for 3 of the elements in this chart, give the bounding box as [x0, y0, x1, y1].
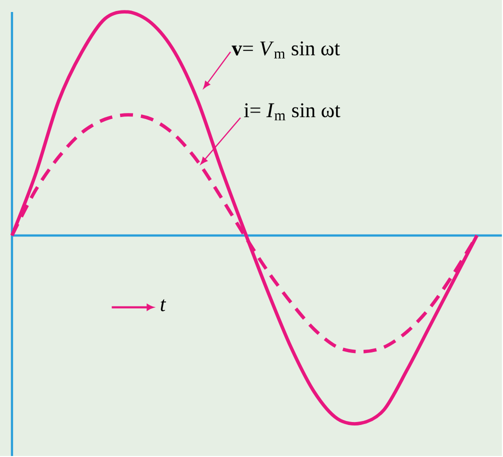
annotation: v= V$_{m}$ sin ωt	[232, 41, 340, 58]
annotation: i= I$_{m}$ sin ωt	[244, 103, 340, 120]
annotation: t	[160, 299, 166, 312]
